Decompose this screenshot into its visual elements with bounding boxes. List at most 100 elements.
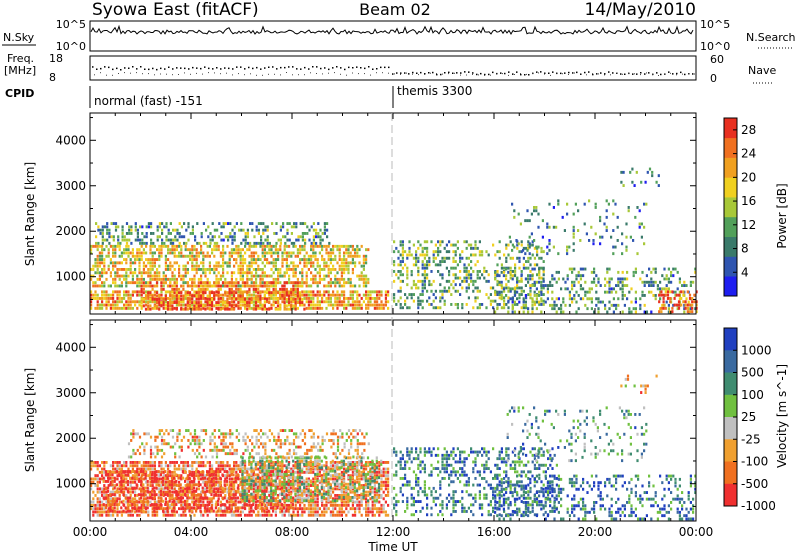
heatmap-cell <box>294 290 297 294</box>
heatmap-cell <box>96 264 99 268</box>
heatmap-cell <box>351 268 354 271</box>
heatmap-cell <box>537 245 540 249</box>
heatmap-cell <box>417 306 420 310</box>
heatmap-cell <box>120 261 123 265</box>
heatmap-cell <box>283 307 286 311</box>
heatmap-cell <box>149 251 152 255</box>
heatmap-cell <box>171 507 174 511</box>
heatmap-cell <box>367 303 370 307</box>
heatmap-cell <box>557 277 560 281</box>
heatmap-cell <box>307 258 310 261</box>
nave-label: Nave <box>748 64 776 77</box>
heatmap-cell <box>336 271 339 275</box>
heatmap-cell <box>546 284 549 287</box>
heatmap-cell <box>434 306 437 310</box>
heatmap-cell <box>332 290 335 294</box>
heatmap-cell <box>98 480 101 484</box>
heatmap-cell <box>279 274 282 278</box>
freq-point <box>256 66 258 69</box>
heatmap-cell <box>208 303 211 307</box>
heatmap-cell <box>643 294 646 297</box>
heatmap-cell <box>127 251 130 255</box>
heatmap-cell <box>127 513 130 517</box>
heatmap-cell <box>193 244 196 248</box>
heatmap-cell <box>301 222 304 225</box>
heatmap-cell <box>465 289 468 293</box>
heatmap-cell <box>633 184 636 187</box>
freq-point <box>368 66 370 68</box>
heatmap-cell <box>200 513 203 517</box>
heatmap-cell <box>421 266 424 270</box>
heatmap-cell <box>310 503 313 507</box>
heatmap-cell <box>432 299 435 303</box>
heatmap-cell <box>199 304 203 308</box>
heatmap-cell <box>263 461 266 464</box>
heatmap-cell <box>206 461 209 464</box>
heatmap-cell <box>260 235 263 239</box>
heatmap-cell <box>371 303 374 307</box>
heatmap-cell <box>513 287 516 291</box>
heatmap-cell <box>533 290 536 294</box>
heatmap-cell <box>219 507 222 511</box>
heatmap-cell <box>230 297 233 300</box>
heatmap-cell <box>98 477 101 481</box>
heatmap-cell <box>193 254 196 258</box>
heatmap-cell <box>518 250 521 254</box>
heatmap-cell <box>220 232 223 235</box>
heatmap-cell <box>213 494 216 497</box>
heatmap-cell <box>153 264 156 268</box>
heatmap-cell <box>202 268 205 271</box>
heatmap-cell <box>153 261 156 265</box>
heatmap-cell <box>213 248 216 252</box>
heatmap-cell <box>96 306 99 310</box>
heatmap-cell <box>336 290 339 294</box>
heatmap-cell <box>224 467 227 471</box>
heatmap-cell <box>259 306 262 310</box>
heatmap-cell <box>500 290 503 294</box>
heatmap-cell <box>101 238 104 242</box>
power-panel-frame <box>89 112 697 315</box>
heatmap-cell <box>114 251 117 255</box>
heatmap-cell <box>463 270 466 273</box>
freq-point <box>212 68 214 70</box>
heatmap-cell <box>310 225 313 229</box>
heatmap-cell <box>92 490 95 494</box>
heatmap-cell <box>213 304 216 308</box>
freq-point <box>540 71 542 73</box>
heatmap-cell <box>318 281 321 285</box>
heatmap-cell <box>456 303 459 306</box>
heatmap-cell <box>222 274 225 278</box>
heatmap-cell <box>294 244 297 248</box>
heatmap-cell <box>310 271 313 275</box>
heatmap-cell <box>305 490 308 494</box>
heatmap-cell <box>270 294 273 298</box>
heatmap-cell <box>158 307 161 311</box>
heatmap-cell <box>257 467 260 471</box>
heatmap-cell <box>151 487 154 491</box>
heatmap-cell <box>156 284 159 288</box>
heatmap-cell <box>542 260 545 263</box>
heatmap-cell <box>417 279 420 283</box>
heatmap-cell <box>627 209 630 213</box>
heatmap-cell <box>134 497 137 501</box>
heatmap-cell <box>193 513 196 517</box>
heatmap-cell <box>90 487 93 491</box>
heatmap-cell <box>138 258 141 261</box>
heatmap-cell <box>239 480 242 484</box>
heatmap-cell <box>630 300 633 304</box>
beam-title: Beam 02 <box>359 0 431 19</box>
heatmap-cell <box>276 307 280 311</box>
heatmap-cell <box>94 258 97 261</box>
heatmap-cell <box>465 276 468 280</box>
heatmap-cell <box>266 464 269 468</box>
heatmap-cell <box>423 246 426 250</box>
heatmap-cell <box>367 306 370 310</box>
heatmap-cell <box>412 256 415 260</box>
heatmap-cell <box>485 270 488 273</box>
heatmap-cell <box>224 293 227 297</box>
heatmap-cell <box>577 280 580 284</box>
heatmap-cell <box>230 254 233 258</box>
heatmap-cell <box>606 310 609 314</box>
heatmap-cell <box>268 248 271 252</box>
nave-point <box>250 73 251 75</box>
